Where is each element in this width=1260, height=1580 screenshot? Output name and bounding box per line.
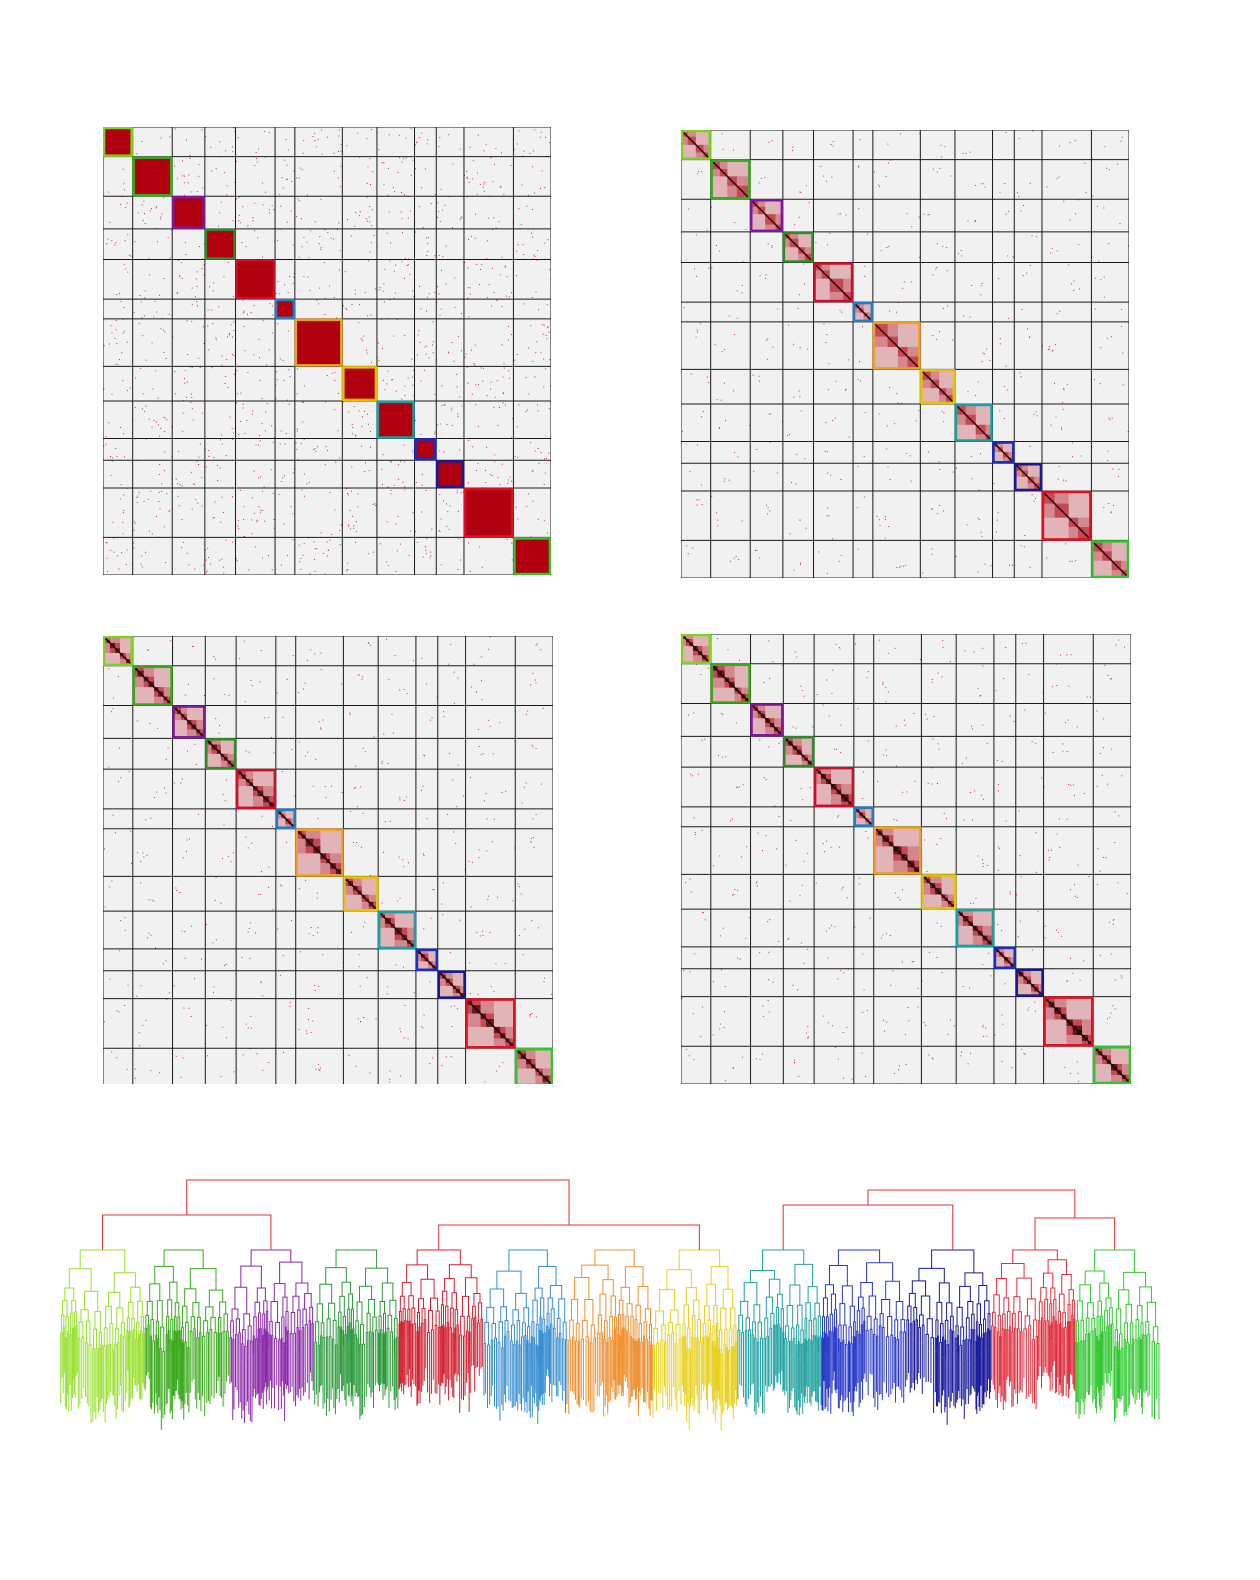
cluster-outline	[132, 156, 173, 197]
cluster-outline	[235, 259, 276, 300]
cluster-outlines	[103, 636, 553, 1084]
cluster-outline	[681, 634, 712, 665]
cluster-outline	[1043, 996, 1094, 1047]
cluster-block	[275, 299, 295, 319]
dendrogram-links	[60, 1179, 1160, 1430]
cluster-outline	[1014, 463, 1043, 492]
cluster-outline	[414, 438, 437, 461]
cluster-outline	[465, 998, 516, 1049]
cluster-outline	[275, 808, 296, 829]
cluster-outline	[513, 537, 551, 575]
cluster-outline	[813, 262, 854, 303]
diagonal-blocks	[103, 127, 551, 575]
cluster-outline	[853, 806, 874, 827]
cluster-outline	[992, 441, 1015, 464]
matrix-panel-bottom-right	[681, 634, 1131, 1084]
cluster-outline	[1015, 968, 1044, 997]
cluster-block	[376, 400, 415, 439]
cluster-outline	[463, 487, 514, 538]
cluster-outline	[710, 663, 751, 704]
cluster-block	[172, 196, 205, 229]
matrix-svg-bottom-right	[681, 634, 1131, 1084]
dendrogram	[60, 1179, 1160, 1430]
cluster-outline	[681, 130, 711, 160]
matrix-svg-top-right	[681, 130, 1129, 578]
cluster-outline	[103, 636, 134, 667]
cluster-block	[132, 156, 173, 197]
cluster-outline	[852, 301, 874, 323]
cluster-outline	[954, 403, 993, 442]
cluster-outline	[749, 198, 784, 233]
cluster-outline	[872, 321, 921, 370]
cluster-outlines	[103, 127, 551, 575]
cluster-outline	[813, 766, 855, 808]
cluster-outline	[274, 298, 296, 320]
cluster-outline	[343, 876, 379, 912]
diagonal-blocks	[103, 636, 553, 1084]
cluster-outline	[377, 910, 417, 950]
cluster-outline	[132, 665, 173, 706]
cluster-outlines	[681, 634, 1131, 1084]
grid-lines	[103, 127, 551, 575]
cluster-outline	[750, 703, 784, 737]
cluster-outline	[515, 1048, 553, 1084]
scatter-layer	[681, 638, 1131, 1084]
cluster-outline	[921, 874, 957, 910]
cluster-outline	[993, 946, 1017, 970]
cluster-outline	[235, 768, 277, 810]
cluster-outline	[782, 231, 814, 263]
cluster-block	[436, 460, 464, 488]
cluster-block	[513, 537, 551, 575]
cluster-block	[294, 318, 343, 367]
cluster-outline	[710, 159, 751, 200]
cluster-outline	[437, 970, 466, 999]
cluster-block	[204, 228, 236, 260]
cluster-outline	[172, 705, 206, 739]
matrix-panel-bottom-left	[103, 636, 553, 1084]
matrix-panel-top-right	[681, 130, 1129, 578]
cluster-outline	[415, 948, 439, 972]
cluster-outline	[204, 228, 236, 260]
matrix-panel-top-left	[103, 127, 551, 575]
diagonal-blocks	[681, 130, 1129, 578]
cluster-outline	[436, 460, 465, 489]
cluster-outlines	[681, 130, 1129, 578]
cluster-block	[414, 438, 437, 461]
scatter-layer	[103, 636, 553, 1084]
cluster-outline	[171, 195, 206, 230]
matrix-svg-top-left	[103, 127, 551, 575]
cluster-outline	[295, 828, 344, 877]
cluster-outline	[342, 366, 378, 402]
cluster-outline	[205, 738, 237, 770]
scatter-layer	[682, 130, 1129, 577]
cluster-outline	[920, 369, 956, 405]
cluster-outline	[1041, 490, 1092, 541]
cluster-outline	[873, 826, 922, 875]
cluster-outline	[103, 127, 133, 157]
cluster-block	[235, 259, 276, 300]
cluster-outline	[1091, 540, 1129, 578]
cluster-outline	[376, 400, 415, 439]
cluster-block	[463, 487, 514, 538]
matrix-svg-bottom-left	[103, 636, 553, 1084]
cluster-outline	[783, 736, 815, 768]
cluster-outline	[1093, 1046, 1131, 1084]
cluster-outline	[955, 908, 995, 948]
cluster-block	[103, 127, 133, 157]
cluster-block	[342, 366, 377, 401]
cluster-outline	[294, 318, 343, 367]
